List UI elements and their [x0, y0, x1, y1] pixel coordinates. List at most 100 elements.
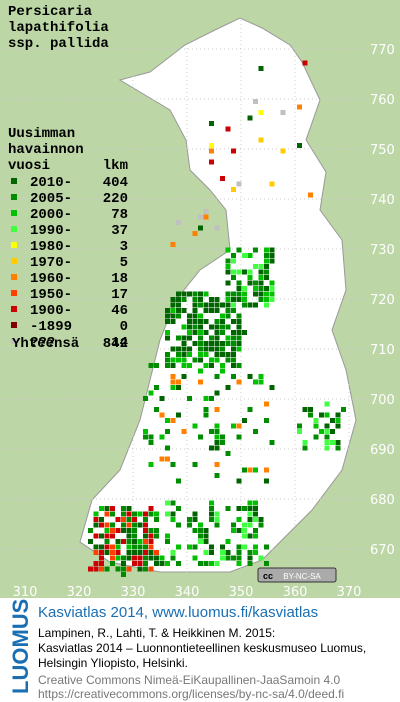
- record-square: [247, 115, 253, 121]
- record-square: [181, 357, 187, 363]
- record-square: [264, 401, 269, 407]
- legend-swatch: [11, 178, 17, 184]
- record-square: [220, 319, 225, 324]
- record-square: [192, 297, 198, 302]
- record-square: [231, 357, 236, 363]
- record-square: [148, 363, 154, 368]
- legend-label: 1900-: [30, 303, 72, 319]
- record-square: [253, 280, 258, 286]
- record-square: [159, 396, 165, 401]
- record-square: [198, 357, 203, 363]
- record-square: [187, 522, 192, 528]
- record-square: [198, 302, 203, 308]
- record-square: [236, 434, 242, 440]
- legend-count: 3: [120, 239, 128, 255]
- record-square: [209, 341, 214, 346]
- record-square: [247, 561, 253, 566]
- record-square: [225, 555, 231, 561]
- record-square: [154, 363, 159, 368]
- record-square: [258, 280, 264, 286]
- record-square: [137, 539, 143, 544]
- record-square: [203, 308, 209, 313]
- x-grid-label: 340: [175, 585, 200, 600]
- y-grid-label: 740: [370, 193, 395, 208]
- record-square: [192, 319, 198, 324]
- record-square: [269, 280, 275, 286]
- record-square: [115, 539, 121, 544]
- record-square: [209, 550, 214, 555]
- record-square: [104, 539, 110, 544]
- record-square: [203, 412, 209, 418]
- record-square: [269, 258, 275, 264]
- record-square: [236, 291, 242, 297]
- y-grid-label: 770: [370, 43, 395, 58]
- record-square: [209, 346, 214, 352]
- record-square: [258, 522, 264, 528]
- record-square: [187, 335, 192, 341]
- record-square: [192, 313, 198, 319]
- record-square: [203, 528, 209, 533]
- legend-count-header: lkm: [103, 158, 128, 174]
- legend-swatch: [11, 306, 17, 312]
- record-square: [231, 330, 236, 335]
- record-square: [99, 517, 104, 522]
- record-square: [154, 550, 159, 555]
- record-square: [269, 247, 275, 253]
- record-square: [220, 434, 225, 440]
- record-squares: [88, 60, 346, 577]
- record-square: [247, 374, 253, 379]
- record-square: [99, 550, 104, 555]
- record-square: [165, 308, 170, 313]
- record-square: [132, 550, 137, 555]
- record-square: [126, 539, 132, 544]
- record-square: [165, 561, 170, 566]
- record-square: [110, 528, 115, 533]
- record-square: [154, 555, 159, 561]
- record-square: [253, 517, 258, 522]
- record-square: [319, 429, 324, 434]
- record-square: [209, 148, 214, 154]
- record-square: [192, 324, 198, 330]
- record-square: [236, 550, 242, 555]
- record-square: [187, 330, 192, 335]
- record-square: [198, 214, 203, 220]
- record-square: [242, 533, 247, 539]
- record-square: [335, 423, 341, 429]
- record-square: [214, 434, 220, 440]
- record-square: [176, 522, 181, 528]
- y-grid-label: 730: [370, 243, 395, 258]
- record-square: [324, 412, 330, 418]
- record-square: [242, 522, 247, 528]
- record-square: [308, 192, 313, 198]
- record-square: [302, 407, 308, 412]
- record-square: [269, 440, 275, 445]
- record-square: [110, 550, 115, 555]
- badge-box: [257, 567, 337, 583]
- record-square: [225, 269, 231, 275]
- record-square: [341, 407, 346, 412]
- record-square: [104, 511, 110, 517]
- record-square: [214, 429, 220, 434]
- record-square: [231, 302, 236, 308]
- license-badge: cc BY-NC-SA: [257, 567, 337, 583]
- record-square: [159, 555, 165, 561]
- record-square: [148, 462, 154, 467]
- record-square: [313, 418, 319, 423]
- record-square: [214, 423, 220, 429]
- legend-heading: Uusimman: [8, 126, 75, 142]
- legend-swatch: [11, 290, 17, 296]
- record-square: [132, 544, 137, 550]
- record-square: [143, 434, 148, 440]
- record-square: [192, 302, 198, 308]
- record-square: [126, 517, 132, 522]
- record-square: [115, 517, 121, 522]
- record-square: [236, 341, 242, 346]
- record-square: [253, 99, 258, 104]
- legend-swatch: [11, 242, 17, 248]
- legend-count: 404: [103, 175, 128, 191]
- record-square: [148, 539, 154, 544]
- record-square: [165, 456, 170, 462]
- record-square: [154, 533, 159, 539]
- legend-year-header: vuosi: [8, 158, 50, 174]
